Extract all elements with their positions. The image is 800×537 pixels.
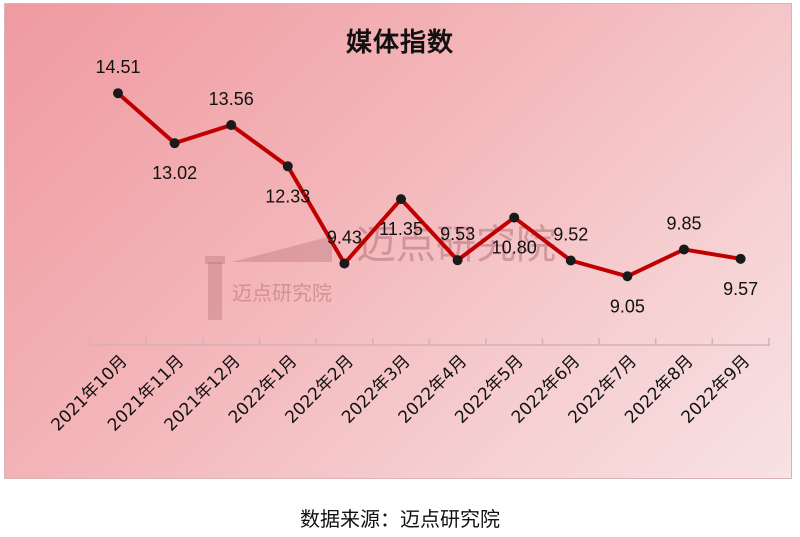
watermark-small-text: 迈点研究院 (232, 281, 332, 305)
data-label: 9.53 (440, 224, 475, 244)
series-line (116, 91, 741, 279)
x-axis-ticks (88, 338, 770, 345)
data-point (169, 138, 180, 149)
data-label: 14.51 (95, 57, 140, 77)
data-label: 9.52 (553, 225, 588, 245)
data-point (452, 255, 463, 266)
data-point (113, 88, 123, 99)
data-label: 10.80 (492, 238, 537, 258)
data-label: 13.02 (152, 163, 197, 183)
data-label: 11.35 (379, 219, 423, 239)
data-point (565, 255, 576, 266)
watermark-logo: 迈点研究院 迈点研究院 (205, 222, 556, 320)
data-label: 9.05 (610, 296, 645, 316)
data-point (396, 194, 406, 205)
data-point (509, 212, 520, 223)
data-label: 12.33 (265, 186, 310, 206)
data-point (282, 161, 293, 172)
data-label: 9.85 (666, 213, 701, 233)
data-point (622, 271, 633, 282)
data-point (679, 244, 689, 255)
chart-title: 媒体指数 (345, 28, 454, 58)
data-labels: 14.51 13.02 13.56 12.33 9.43 11.35 9.53 10.80 9.… (95, 57, 758, 316)
data-label: 9.43 (327, 228, 362, 248)
data-point (226, 120, 237, 131)
data-points (113, 88, 746, 282)
data-label: 9.57 (723, 279, 758, 299)
data-point (735, 253, 746, 264)
data-point (339, 258, 350, 269)
chart-panel (4, 3, 792, 479)
data-label: 13.56 (209, 89, 254, 109)
source-note: 数据来源：迈点研究院 (300, 507, 500, 531)
x-axis-labels: 2021年10月2021年11月2021年12月2022年1月2022年2月20… (47, 351, 754, 435)
